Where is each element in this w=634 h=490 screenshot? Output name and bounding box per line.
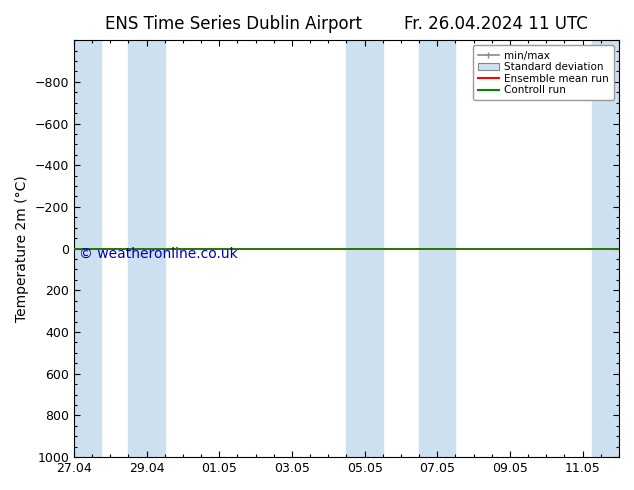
Bar — [346, 40, 383, 457]
Bar — [592, 40, 619, 457]
Text: © weatheronline.co.uk: © weatheronline.co.uk — [79, 246, 238, 261]
Legend: min/max, Standard deviation, Ensemble mean run, Controll run: min/max, Standard deviation, Ensemble me… — [472, 45, 614, 100]
Bar — [74, 40, 101, 457]
Y-axis label: Temperature 2m (°C): Temperature 2m (°C) — [15, 175, 29, 322]
Bar — [419, 40, 455, 457]
Title: ENS Time Series Dublin Airport        Fr. 26.04.2024 11 UTC: ENS Time Series Dublin Airport Fr. 26.04… — [105, 15, 588, 33]
Bar — [129, 40, 165, 457]
